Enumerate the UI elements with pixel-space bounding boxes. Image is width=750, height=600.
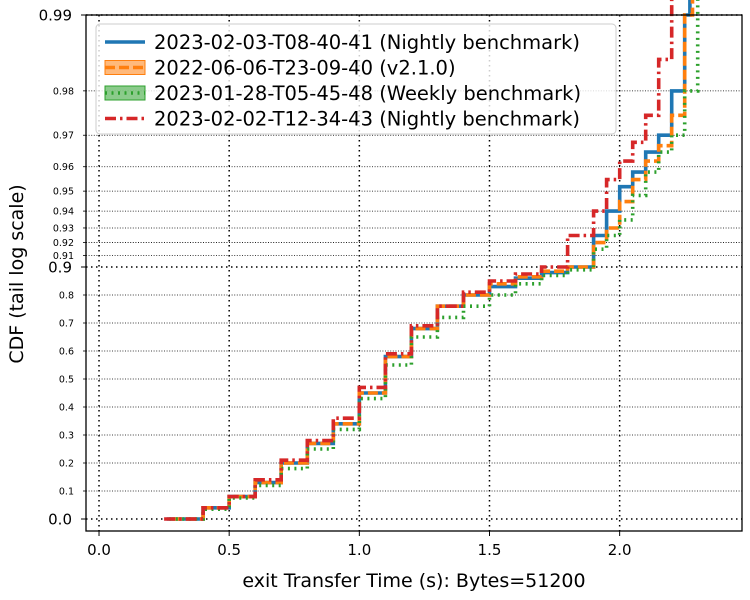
y-minor-tick-label: 0.92: [53, 238, 74, 249]
legend-label-1: 2023-02-03-T08-40-41 (Nightly benchmark): [154, 31, 580, 54]
legend: 2023-02-03-T08-40-41 (Nightly benchmark)…: [95, 23, 617, 135]
y-major-tick-label: 0.0: [48, 511, 72, 529]
y-minor-tick-label: 0.93: [53, 223, 74, 234]
y-minor-tick-label: 0.94: [53, 207, 74, 218]
series-line-4: [164, 0, 674, 521]
y-minor-tick-label: 0.7: [59, 319, 74, 330]
y-minor-tick-label: 0.3: [59, 431, 74, 442]
legend-label-2: 2022-06-06-T23-09-40 (v2.1.0): [154, 57, 456, 80]
ticks: 0.0 0.5 1.0 1.5 2.0 0.1 0.2 0.3 0.4 0.5 0.6 0.7 0.8 0…: [39, 7, 632, 560]
y-minor-tick-label: 0.5: [59, 375, 74, 386]
x-tick-label: 1.5: [478, 541, 502, 559]
y-minor-tick-label: 0.8: [59, 291, 74, 302]
legend-box: [95, 23, 617, 135]
y-minor-tick-label: 0.98: [53, 86, 74, 97]
y-axis-label: CDF (tail log scale): [6, 184, 28, 363]
y-major-tick-label: 0.99: [39, 7, 72, 25]
y-minor-tick-label: 0.96: [53, 162, 74, 173]
plot-frame: [85, 14, 743, 532]
y-major-tick-label: 0.9: [48, 259, 72, 277]
y-minor-tick-label: 0.91: [53, 251, 74, 262]
y-minor-tick-label: 0.2: [59, 459, 74, 470]
series-lines: [164, 0, 700, 521]
y-minor-tick-label: 0.1: [59, 487, 74, 498]
legend-label-3: 2023-01-28-T05-45-48 (Weekly benchmark): [154, 82, 581, 105]
x-tick-label: 1.0: [347, 541, 371, 559]
x-tick-label: 2.0: [608, 541, 632, 559]
y-minor-tick-label: 0.95: [53, 187, 74, 198]
x-tick-label: 0.5: [217, 541, 241, 559]
y-minor-tick-label: 0.6: [59, 347, 74, 358]
x-tick-label: 0.0: [87, 541, 111, 559]
legend-label-4: 2023-02-02-T12-34-43 (Nightly benchmark): [154, 108, 580, 131]
y-minor-tick-label: 0.97: [53, 131, 74, 142]
y-minor-tick-label: 0.4: [59, 403, 74, 414]
x-axis-label: exit Transfer Time (s): Bytes=51200: [242, 570, 585, 592]
